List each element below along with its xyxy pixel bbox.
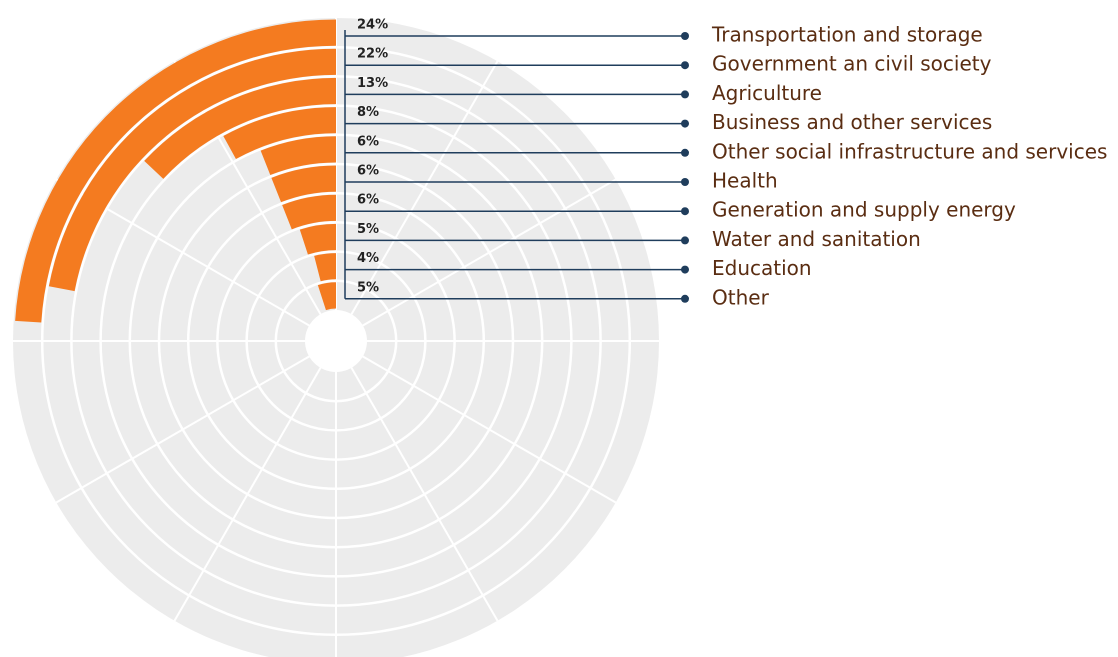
value-label: 5% bbox=[357, 280, 379, 295]
bar bbox=[271, 165, 336, 203]
leader-dot bbox=[681, 32, 689, 40]
category-label: Education bbox=[712, 256, 812, 280]
leader-dot bbox=[681, 178, 689, 186]
bar bbox=[299, 223, 336, 255]
category-label: Other bbox=[712, 285, 770, 309]
ring-separator bbox=[245, 250, 427, 432]
leader-dot bbox=[681, 61, 689, 70]
category-label: Health bbox=[712, 169, 778, 193]
category-label: Generation and supply energy bbox=[712, 198, 1016, 222]
background-rings bbox=[13, 18, 659, 657]
value-label: 24% bbox=[357, 18, 388, 33]
value-label: 6% bbox=[357, 193, 379, 208]
category-label: Water and sanitation bbox=[712, 227, 921, 251]
leader-dot bbox=[681, 119, 689, 128]
value-label: 13% bbox=[357, 76, 388, 91]
category-label: Transportation and storage bbox=[711, 23, 983, 47]
bar bbox=[144, 77, 336, 179]
spoke bbox=[335, 178, 617, 342]
spoke bbox=[335, 340, 499, 622]
value-label: 5% bbox=[357, 222, 379, 237]
value-label: 6% bbox=[357, 134, 379, 149]
value-label: 22% bbox=[357, 47, 388, 62]
leader-dot bbox=[681, 90, 689, 99]
ring-separator bbox=[40, 45, 632, 637]
bar bbox=[223, 107, 336, 159]
leader-dot bbox=[681, 294, 689, 303]
labels: 24% Transportation and storage 22% Governme… bbox=[344, 18, 1107, 309]
bar bbox=[282, 194, 336, 230]
bar bbox=[317, 282, 336, 311]
value-label: 6% bbox=[357, 164, 379, 179]
leader-dot bbox=[681, 148, 689, 157]
bar bbox=[15, 19, 337, 323]
value-label: 8% bbox=[357, 105, 379, 120]
spoke bbox=[335, 60, 499, 342]
ring-separator bbox=[99, 104, 573, 578]
ring-separator bbox=[70, 75, 602, 607]
ring-separator bbox=[216, 221, 456, 461]
ring-separator bbox=[157, 162, 515, 520]
category-label: Business and other services bbox=[712, 110, 992, 134]
ring-separator bbox=[274, 279, 398, 403]
hole bbox=[305, 310, 367, 372]
spoke bbox=[173, 340, 337, 622]
spoke bbox=[55, 340, 337, 504]
bar bbox=[260, 136, 336, 176]
ring-separator bbox=[186, 191, 486, 491]
category-label: Other social infrastructure and services bbox=[712, 139, 1107, 163]
value-label: 4% bbox=[357, 251, 379, 266]
leader-dot bbox=[681, 265, 689, 274]
bar bbox=[48, 48, 336, 292]
bar bbox=[314, 253, 336, 282]
ring-separator bbox=[128, 133, 544, 549]
bars bbox=[15, 19, 337, 323]
leader-dot bbox=[681, 236, 689, 245]
category-label: Agriculture bbox=[712, 81, 822, 105]
leader-dot bbox=[681, 207, 689, 216]
category-label: Government an civil society bbox=[712, 52, 992, 76]
spoke bbox=[335, 340, 617, 504]
